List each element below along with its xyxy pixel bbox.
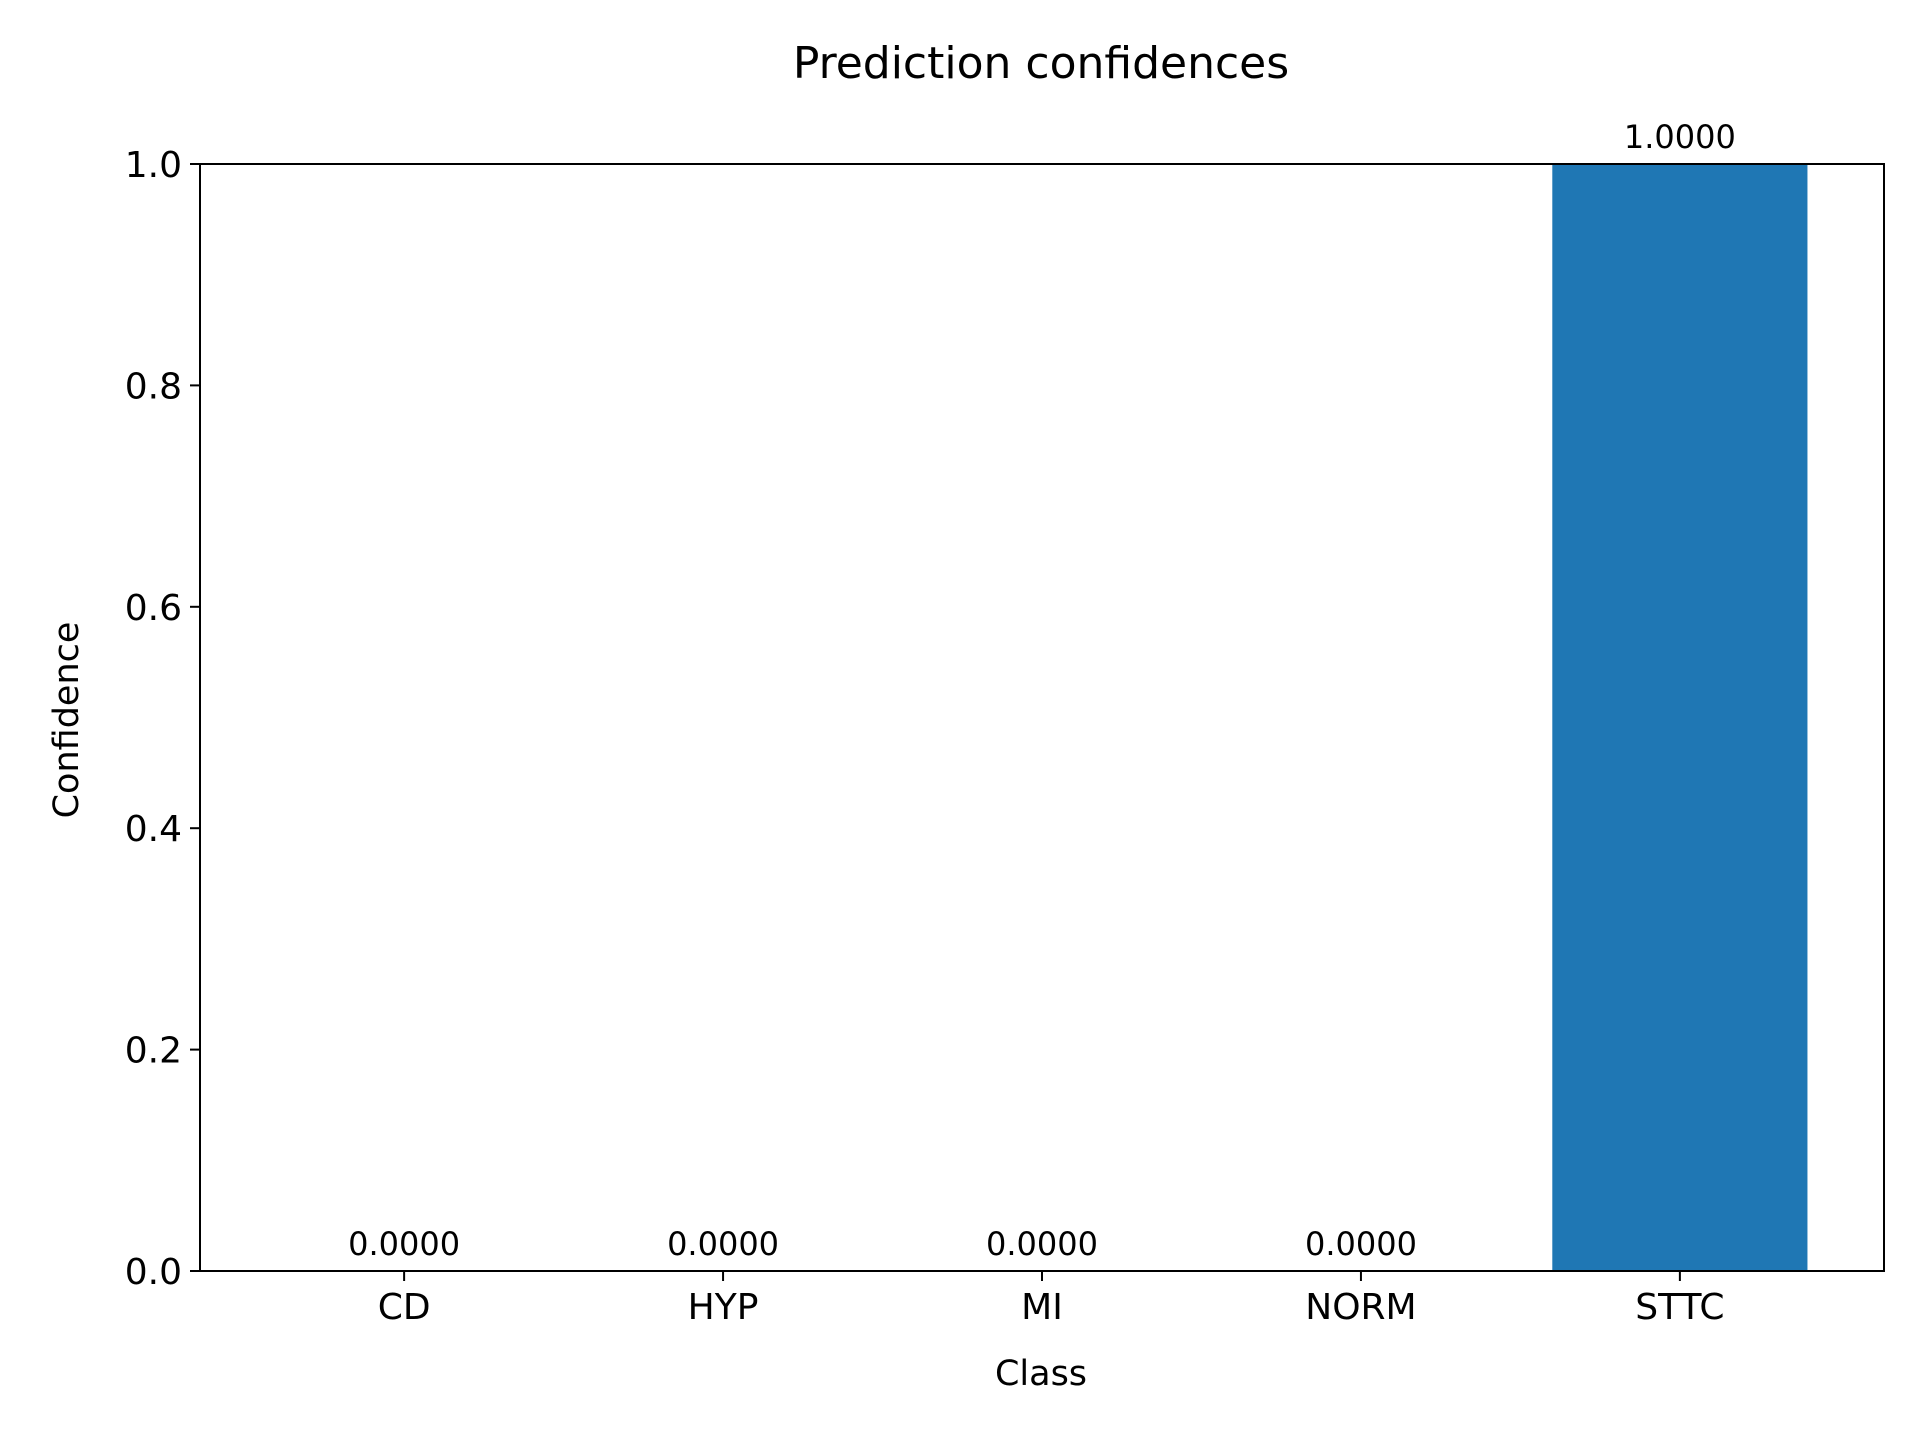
data-label-cd: 0.0000 xyxy=(348,1225,460,1263)
bars-layer xyxy=(1552,164,1808,1271)
data-label-hyp: 0.0000 xyxy=(667,1225,779,1263)
data-label-norm: 0.0000 xyxy=(1305,1225,1417,1263)
data-label-mi: 0.0000 xyxy=(986,1225,1098,1263)
chart-title: Prediction confidences xyxy=(793,38,1289,89)
data-labels-layer: 0.0000 0.0000 0.0000 0.0000 1.0000 xyxy=(348,118,1736,1263)
x-tick-label-mi: MI xyxy=(1021,1287,1063,1328)
x-axis-ticks: CD HYP MI NORM STTC xyxy=(378,1271,1724,1328)
y-tick-label: 0.0 xyxy=(125,1252,182,1293)
x-tick-label-sttc: STTC xyxy=(1635,1287,1724,1328)
x-tick-label-norm: NORM xyxy=(1305,1287,1416,1328)
y-tick-label: 0.6 xyxy=(125,588,182,629)
y-tick-label: 1.0 xyxy=(125,145,182,186)
y-tick-label: 0.8 xyxy=(125,366,182,407)
x-tick-label-cd: CD xyxy=(378,1287,431,1328)
bar-sttc xyxy=(1552,164,1808,1271)
y-tick-label: 0.4 xyxy=(125,809,182,850)
y-axis-label: Confidence xyxy=(47,622,87,819)
y-tick-label: 0.2 xyxy=(125,1031,182,1072)
x-tick-label-hyp: HYP xyxy=(688,1287,759,1328)
plot-area-frame xyxy=(199,163,1885,1272)
data-label-sttc: 1.0000 xyxy=(1624,118,1736,156)
y-axis-ticks: 0.0 0.2 0.4 0.6 0.8 1.0 xyxy=(125,145,200,1293)
x-axis-label: Class xyxy=(995,1354,1087,1394)
